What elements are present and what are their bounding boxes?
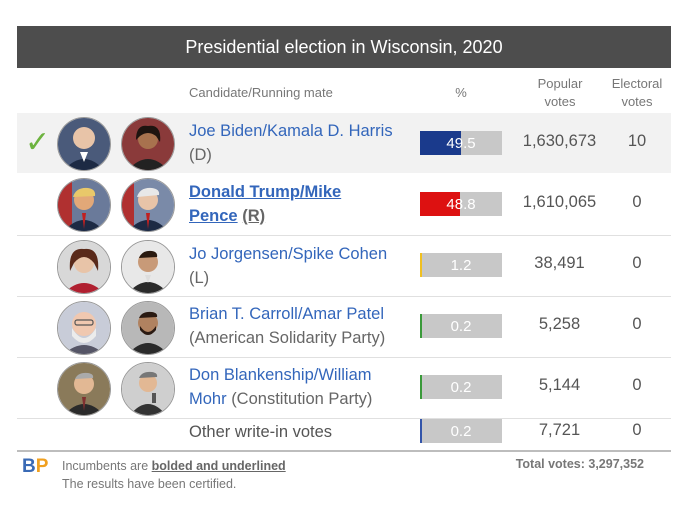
candidate-name: Jo Jorgensen/Spike Cohen (L): [189, 242, 387, 290]
percent-bar: 1.2: [420, 253, 502, 277]
candidate-row-other: Other write-in votes 0.2 7,721 0: [17, 419, 671, 449]
electoral-votes: 0: [632, 254, 642, 272]
candidate-row-jorgensen: Jo Jorgensen/Spike Cohen (L) 1.2 38,491 …: [17, 236, 671, 296]
party-label: (R): [242, 207, 266, 225]
percent-value: 0.2: [450, 379, 472, 396]
electoral-votes: 0: [632, 193, 642, 211]
candidate-photo: [57, 178, 111, 232]
running-mate-photo: [121, 240, 175, 294]
popular-line2: votes: [544, 94, 576, 109]
percent-bar: 0.2: [420, 419, 502, 443]
percent-bar-fill: [420, 253, 422, 277]
table-title: Presidential election in Wisconsin, 2020: [17, 26, 671, 68]
row-divider: [17, 357, 671, 358]
percent-value: 0.2: [450, 318, 472, 335]
running-mate-photo: [121, 301, 175, 355]
popular-line1: Popular: [537, 76, 583, 91]
popular-votes: 5,144: [538, 376, 581, 394]
percent-value: 1.2: [450, 257, 472, 274]
candidate-link[interactable]: Jo Jorgensen/Spike Cohen: [189, 245, 388, 263]
candidate-name: Don Blankenship/William Mohr (Constituti…: [189, 363, 372, 411]
party-label: (Constitution Party): [231, 390, 373, 408]
ballotpedia-logo[interactable]: BP: [22, 456, 48, 478]
row-divider: [17, 296, 671, 297]
party-label: (L): [189, 269, 210, 287]
running-mate-photo: [121, 117, 175, 171]
candidate-name: Other write-in votes: [189, 420, 332, 444]
column-header-electoral-votes: Electoral votes: [602, 75, 672, 111]
row-divider: [17, 235, 671, 236]
percent-bar: 0.2: [420, 314, 502, 338]
column-header-candidate: Candidate/Running mate: [189, 85, 333, 100]
column-header-percent: %: [455, 85, 467, 100]
percent-value: 49.5: [446, 135, 476, 152]
percent-bar-fill: [420, 131, 461, 155]
note-suffix: The results have been certified.: [62, 477, 237, 491]
electoral-votes: 0: [632, 315, 642, 333]
percent-bar-fill: [420, 314, 422, 338]
logo-letter-b: B: [22, 456, 36, 477]
electoral-line1: Electoral: [611, 76, 663, 91]
percent-bar: 49.5: [420, 131, 502, 155]
popular-votes: 7,721: [538, 421, 581, 439]
candidate-link[interactable]: Donald Trump/Mike: [189, 183, 342, 201]
electoral-votes: 0: [632, 376, 642, 394]
electoral-votes: 0: [632, 421, 642, 439]
candidate-link[interactable]: Don Blankenship/William: [189, 366, 372, 384]
electoral-votes: 10: [627, 132, 647, 150]
note-prefix: Incumbents are: [62, 459, 152, 473]
popular-votes: 1,610,065: [522, 193, 597, 211]
candidate-name: Joe Biden/Kamala D. Harris (D): [189, 119, 393, 167]
candidate-row-biden: ✓ Joe Biden/Kamala D. Harris (D) 49.5 1,…: [17, 113, 671, 173]
candidate-row-carroll: Brian T. Carroll/Amar Patel (American So…: [17, 297, 671, 357]
logo-letter-p: P: [35, 456, 49, 477]
candidate-name: Brian T. Carroll/Amar Patel (American So…: [189, 302, 385, 350]
candidate-photo: [57, 117, 111, 171]
percent-bar-fill: [420, 192, 460, 216]
footer-divider: [17, 450, 671, 452]
candidate-photo: [57, 240, 111, 294]
popular-votes: 38,491: [534, 254, 585, 272]
candidate-link[interactable]: Brian T. Carroll/Amar Patel: [189, 305, 385, 323]
candidate-link[interactable]: Joe Biden/Kamala D. Harris: [189, 122, 393, 140]
popular-votes: 1,630,673: [522, 132, 597, 150]
candidate-link-cont[interactable]: Pence: [189, 207, 238, 225]
candidate-row-trump: Donald Trump/Mike Pence (R) 48.8 1,610,0…: [17, 174, 671, 234]
percent-value: 0.2: [450, 423, 472, 440]
percent-bar-fill: [420, 419, 422, 443]
percent-bar-fill: [420, 375, 422, 399]
row-divider: [17, 418, 671, 419]
other-label: Other write-in votes: [189, 423, 333, 441]
incumbent-note: Incumbents are bolded and underlined The…: [62, 457, 302, 493]
running-mate-photo: [121, 178, 175, 232]
candidate-row-blankenship: Don Blankenship/William Mohr (Constituti…: [17, 358, 671, 418]
candidate-photo: [57, 362, 111, 416]
popular-votes: 5,258: [538, 315, 581, 333]
party-label: (D): [189, 146, 212, 164]
percent-value: 48.8: [446, 196, 476, 213]
percent-bar: 0.2: [420, 375, 502, 399]
party-label: (American Solidarity Party): [189, 329, 386, 347]
note-bold: bolded and underlined: [151, 459, 286, 473]
candidate-link-cont[interactable]: Mohr: [189, 390, 227, 408]
total-votes: Total votes: 3,297,352: [515, 457, 644, 471]
check-icon: ✓: [25, 126, 51, 159]
candidate-name: Donald Trump/Mike Pence (R): [189, 180, 341, 228]
running-mate-photo: [121, 362, 175, 416]
percent-bar: 48.8: [420, 192, 502, 216]
column-header-popular-votes: Popular votes: [520, 75, 600, 111]
electoral-line2: votes: [621, 94, 653, 109]
candidate-photo: [57, 301, 111, 355]
